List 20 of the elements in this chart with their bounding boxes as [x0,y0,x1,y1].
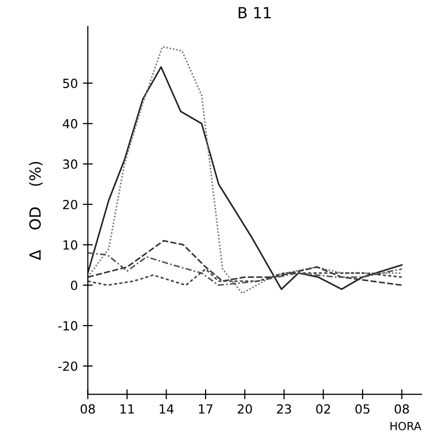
y-tick-label: 10 [64,240,78,250]
x-axis-title: HORA [390,422,422,430]
y-tick-label: -10 [58,321,78,331]
x-tick-label: 02 [316,404,330,414]
x-tick-label: 23 [277,404,292,414]
y-tick-label: 30 [63,159,78,169]
y-tick-label: 40 [62,119,78,128]
x-tick-label: 17 [198,404,212,414]
x-tick-label: 11 [120,404,134,414]
x-tick-label: 08 [80,404,95,414]
x-tick-label: 20 [238,404,252,414]
y-tick-label: 0 [70,280,78,290]
x-tick-label: 14 [160,404,174,414]
chart-title: B 11 [238,7,271,18]
y-tick-label: 20 [63,200,78,210]
x-tick-label: 08 [394,404,409,414]
y-tick-label: -20 [58,361,78,371]
x-tick-label: 05 [355,404,370,414]
y-axis-title: Δ OD (%) [29,162,43,260]
y-tick-label: 50 [63,78,78,88]
